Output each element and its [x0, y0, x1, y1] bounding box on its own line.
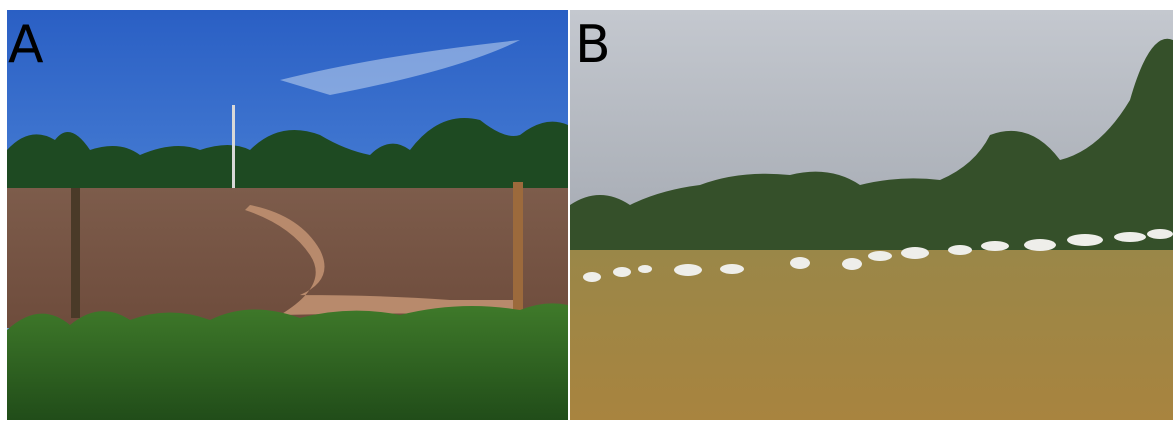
page: A B (() => { const data = JSON.parse(doc… [0, 0, 1175, 427]
fence-post [513, 182, 523, 317]
photo-a [7, 10, 568, 427]
panel-label: A [8, 15, 44, 75]
pole [232, 105, 235, 193]
pasture [570, 250, 1173, 420]
fence-post [71, 188, 80, 318]
panel-label: B [575, 15, 611, 75]
figure: A B [0, 0, 1175, 427]
photo-b [570, 10, 1173, 420]
grass [7, 303, 568, 427]
